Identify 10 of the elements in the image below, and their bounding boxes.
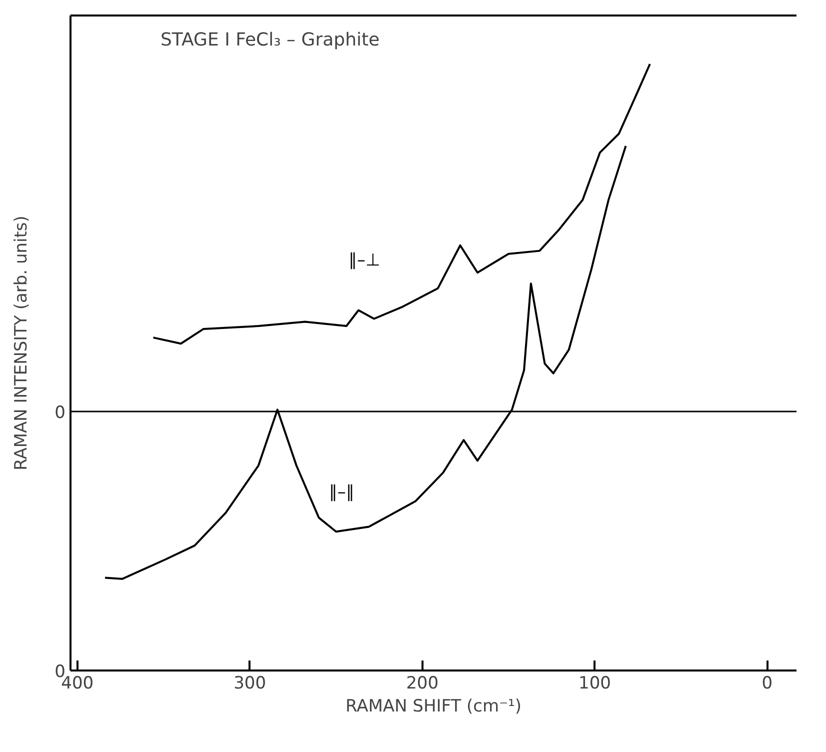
ref-line-label: 0 bbox=[54, 403, 66, 424]
x-tick-label: 300 bbox=[234, 674, 266, 694]
x-tick-label: 100 bbox=[578, 674, 611, 694]
x-axis-title: RAMAN SHIFT (cm⁻¹) bbox=[346, 696, 522, 716]
chart-title: STAGE I FeCl₃ – Graphite bbox=[160, 30, 380, 50]
text: ∥–⊥ bbox=[348, 250, 380, 270]
x-tick-label: 0 bbox=[762, 674, 773, 694]
y-axis-title: RAMAN INTENSITY (arb. units) bbox=[12, 216, 32, 470]
x-tick-label: 200 bbox=[406, 674, 439, 694]
series-label: ∥–∥ bbox=[328, 482, 354, 503]
